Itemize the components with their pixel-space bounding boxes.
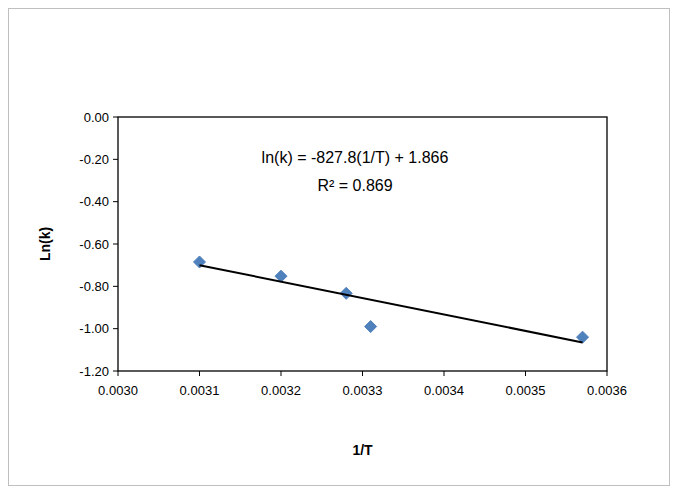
x-axis-label: 1/T	[352, 442, 373, 458]
chart: 0.00 -0.20 -0.40 -0.60 -0.80 -1.00 -1.20 0.0030…	[0, 0, 678, 494]
annotation: ln(k) = -827.8(1/T) + 1.866	[262, 149, 449, 166]
y-tick	[113, 286, 118, 287]
plot-frame	[118, 117, 607, 371]
x-tick	[362, 371, 363, 376]
x-tick	[444, 371, 445, 376]
y-tick-label: 0.00	[84, 110, 109, 125]
y-tick	[113, 201, 118, 202]
y-tick-label: -1.20	[79, 364, 109, 379]
y-tick	[113, 328, 118, 329]
x-tick-label: 0.0034	[424, 383, 464, 398]
x-tick-label: 0.0032	[261, 383, 301, 398]
x-tick-label: 0.0036	[587, 383, 627, 398]
x-tick	[118, 371, 119, 376]
y-tick	[113, 244, 118, 245]
y-tick-label: -0.20	[79, 152, 109, 167]
data-point	[365, 321, 377, 333]
y-axis-label: Ln(k)	[37, 227, 53, 261]
y-tick	[113, 117, 118, 118]
marks	[194, 256, 589, 343]
x-tick-label: 0.0030	[98, 383, 138, 398]
chart-border	[9, 9, 670, 486]
x-tick	[607, 371, 608, 376]
x-tick	[281, 371, 282, 376]
x-tick	[525, 371, 526, 376]
y-tick	[113, 371, 118, 372]
y-tick-label: -0.60	[79, 237, 109, 252]
annotation: R² = 0.869	[317, 177, 392, 194]
y-tick-label: -0.80	[79, 279, 109, 294]
x-tick	[199, 371, 200, 376]
x-tick-label: 0.0035	[506, 383, 546, 398]
x-tick-label: 0.0033	[343, 383, 383, 398]
x-tick-label: 0.0031	[180, 383, 220, 398]
y-tick-label: -0.40	[79, 194, 109, 209]
y-tick	[113, 159, 118, 160]
trend-line	[200, 265, 583, 342]
y-tick-label: -1.00	[79, 321, 109, 336]
